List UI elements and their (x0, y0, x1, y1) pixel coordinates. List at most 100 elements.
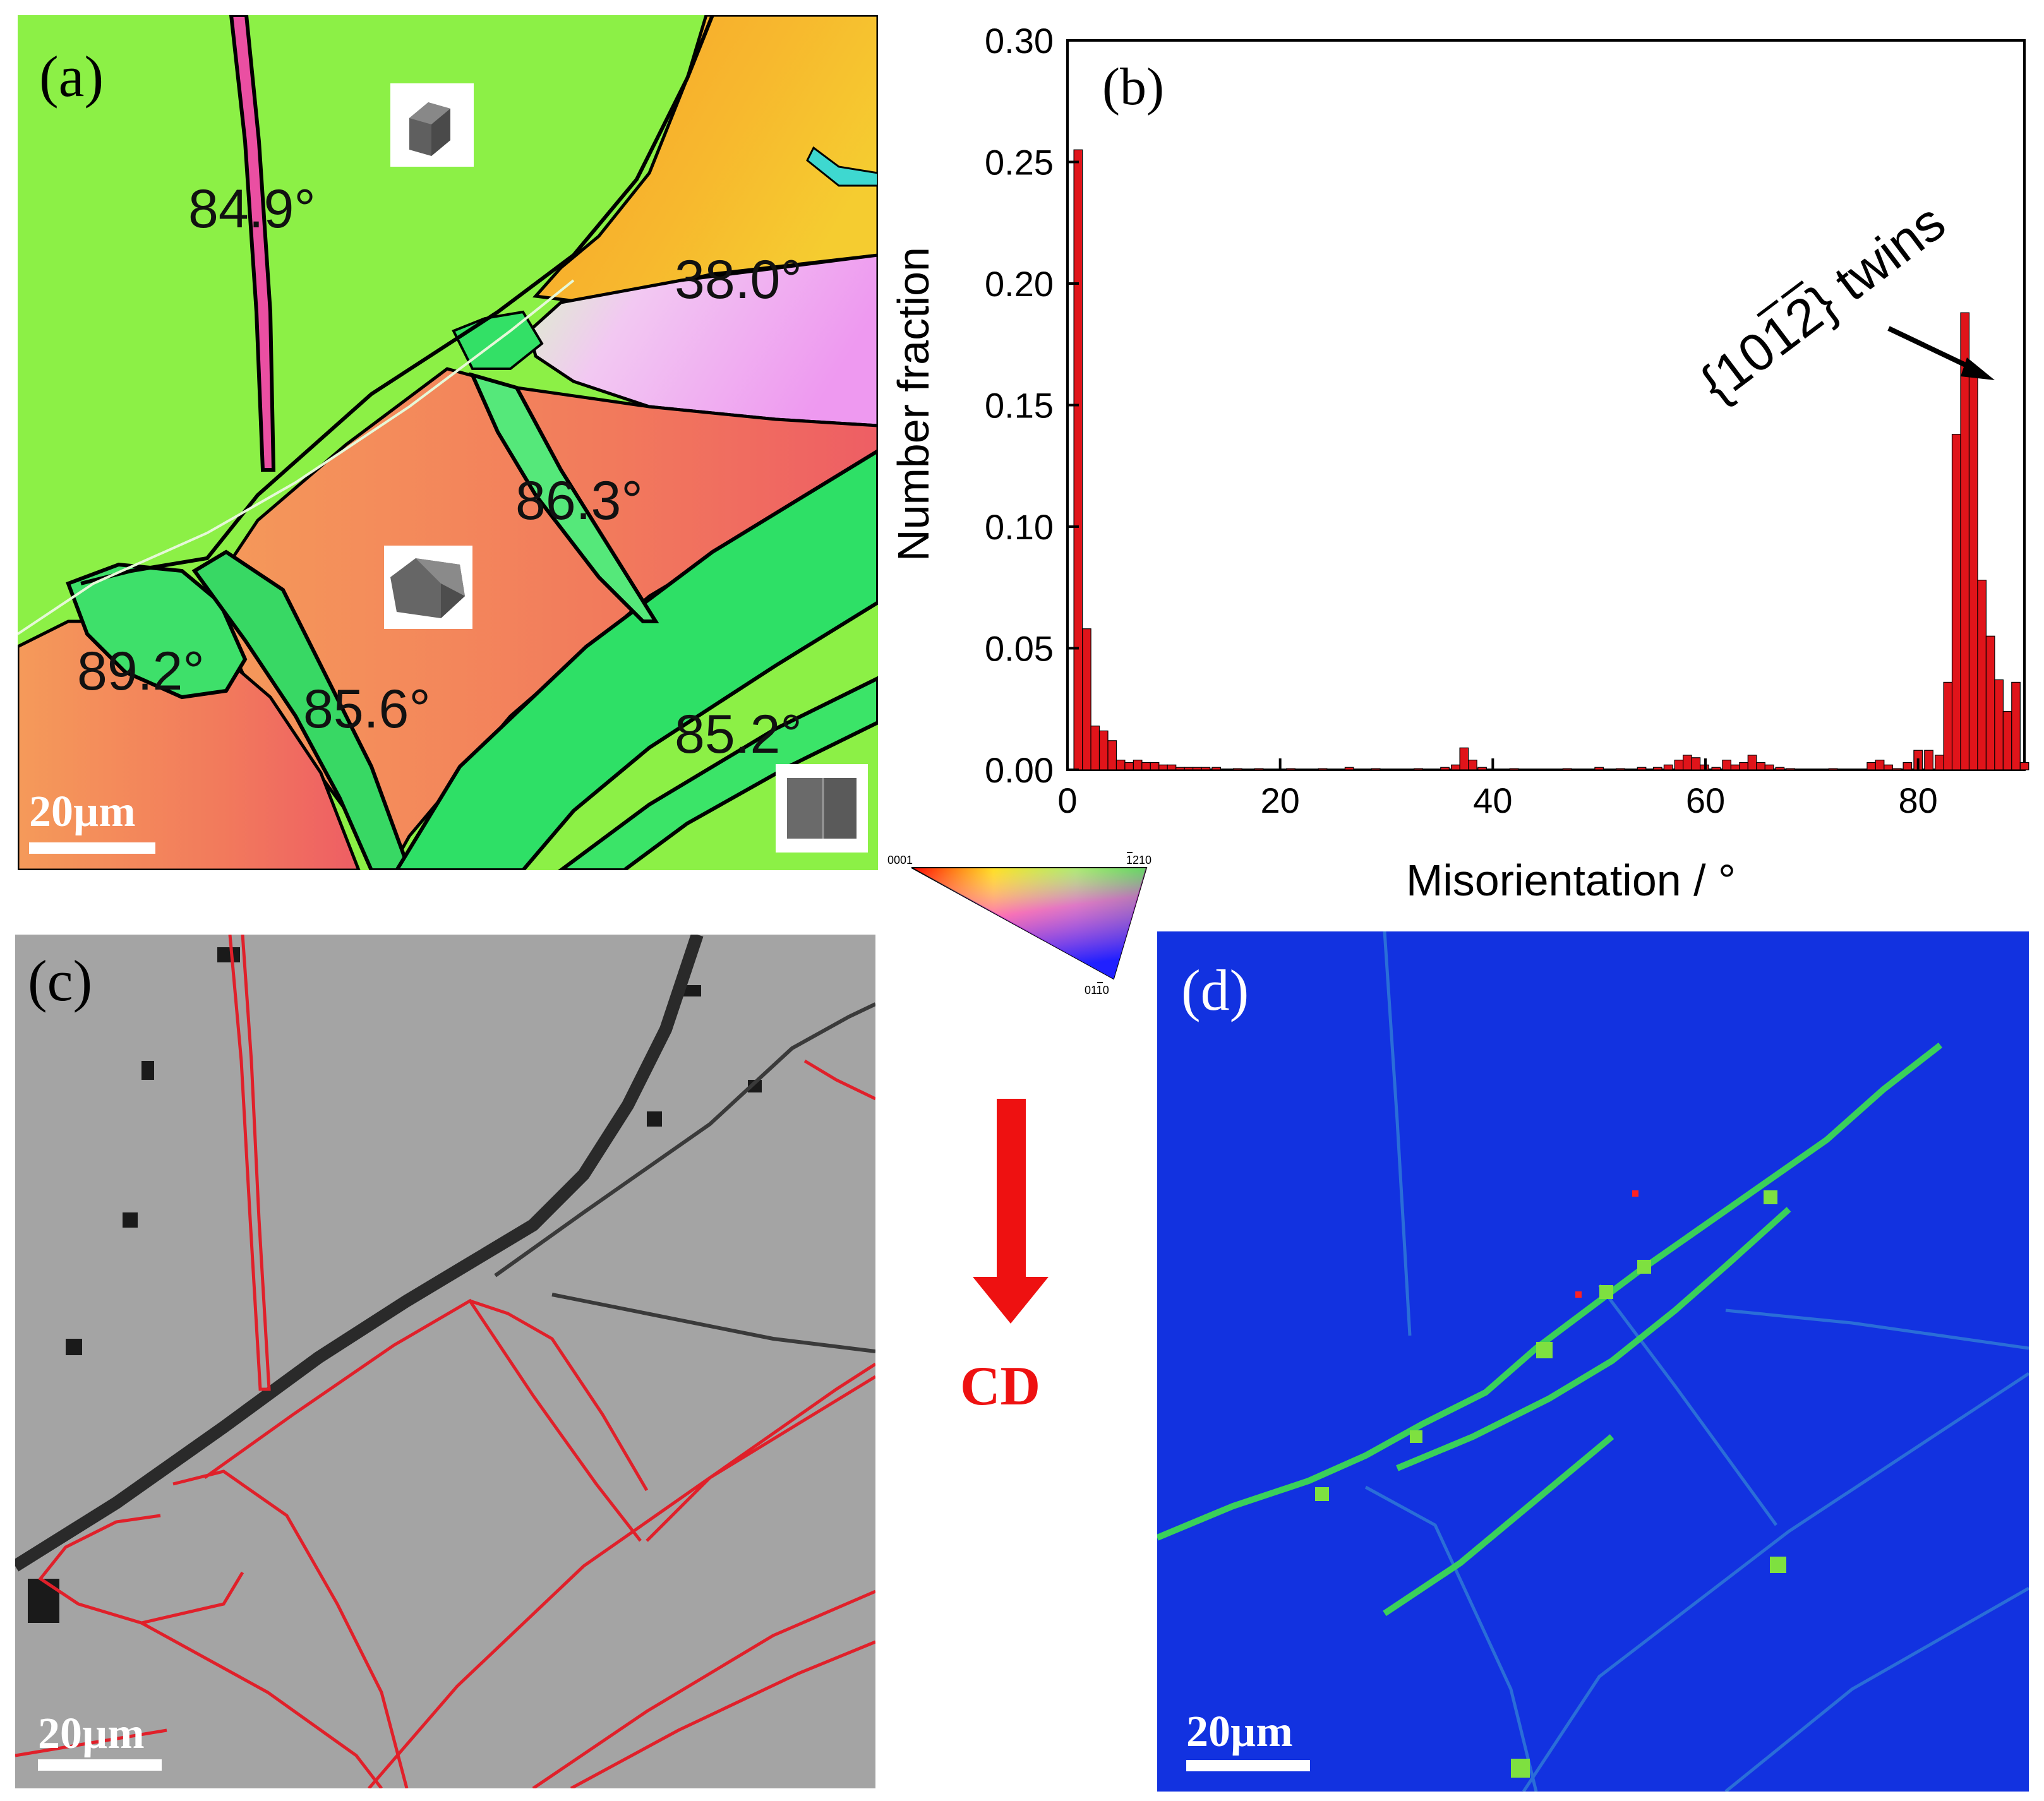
twin-boundary-2 (172, 1469, 409, 1788)
faint-boundary-6 (1725, 1308, 2029, 1350)
histogram-bar (1691, 757, 1701, 770)
histogram-bar (1098, 730, 1109, 770)
scale-bar-label: 20µm (29, 787, 136, 836)
y-axis-title: Number fraction (889, 247, 938, 561)
x-tick-label: 60 (1686, 781, 1725, 820)
histogram-bar (1674, 759, 1684, 770)
twin-boundary-10 (803, 1059, 875, 1101)
histogram-bar (1994, 679, 2004, 770)
faint-boundary-3 (1522, 1372, 2029, 1792)
histogram-bar (1775, 767, 1785, 770)
histogram-bar (1652, 767, 1662, 770)
histogram-bar (1286, 768, 1296, 770)
crystal-orientation-cube-1 (390, 83, 474, 167)
histogram-bar (1158, 764, 1168, 770)
x-tick-label: 20 (1261, 781, 1300, 820)
panel-d-label: (d) (1181, 958, 1249, 1022)
twin-boundary-12 (469, 1299, 649, 1492)
histogram-bar (1739, 762, 1749, 770)
panel-a-label: (a) (39, 44, 104, 109)
dark-grain-boundary-right (494, 1002, 875, 1277)
ipf-corner-1210: 1210 (1126, 854, 1151, 866)
angle-label-4: 89.2° (77, 641, 205, 702)
histogram-bar (1562, 768, 1572, 770)
histogram-bar (1924, 750, 1933, 770)
ipf-triangle: 0001 1210 0110 (887, 852, 1151, 996)
panel-c-iq-map: (c) 20µm (15, 935, 875, 1788)
angle-label-3: 86.3° (515, 470, 643, 531)
twin-boundary-6 (368, 1375, 875, 1788)
cd-arrow (973, 1099, 1049, 1324)
overbar-1 (1756, 299, 1779, 318)
histogram-bar (1477, 767, 1487, 770)
histogram-bar (1090, 726, 1100, 770)
histogram-bar (1682, 755, 1692, 770)
histogram-bar (1637, 767, 1647, 770)
histogram-bar (1073, 149, 1083, 770)
histogram-bar (1115, 759, 1126, 770)
histogram-bar (1943, 681, 1953, 770)
twins-annotation-arrowhead (1961, 357, 1995, 380)
histogram-bar (1968, 375, 1978, 770)
histogram-bar (1459, 747, 1469, 770)
histogram-bar (1892, 768, 1902, 770)
grain-orange-upper-right (532, 15, 878, 304)
histogram-bar (1414, 768, 1423, 770)
histogram-bar (1318, 768, 1328, 770)
kam-band-lower (1383, 1434, 1614, 1617)
kam-hotspots (1315, 1190, 1786, 1778)
histogram-bar (1451, 764, 1460, 770)
histogram-bar (1903, 762, 1913, 770)
kam-band-secondary (1396, 1207, 1791, 1471)
histogram-bar (2019, 762, 2029, 770)
histogram-bar (1133, 759, 1143, 770)
histogram-bar (1167, 764, 1177, 770)
histogram-bar (1467, 759, 1477, 770)
histogram-bar (1934, 755, 1944, 770)
histogram-bar (1371, 768, 1381, 770)
histogram-bar (1951, 434, 1961, 770)
crystal-orientation-cube-2 (384, 546, 472, 629)
faint-boundary-5 (1598, 1284, 1778, 1526)
scale-bar (1186, 1760, 1310, 1771)
panel-b-label: (b) (1102, 57, 1164, 116)
histogram-bar (1440, 767, 1450, 770)
plot-frame (1066, 39, 2026, 771)
histogram-bar (1211, 767, 1222, 770)
kam-map-graphic (1157, 931, 2029, 1792)
angle-label-2: 38.0° (675, 249, 802, 310)
twin-green-band-1 (191, 549, 412, 870)
twins-annotation: {1012} twins (1689, 192, 1956, 414)
panel-b-misorientation-chart: 0 20 40 60 80 0.00 0.05 0.10 0.15 0.20 0.25 0.30 Nu… (878, 0, 2044, 903)
histogram-bar (1747, 755, 1757, 770)
x-tick-label: 40 (1473, 781, 1512, 820)
histogram-bar (1764, 764, 1774, 770)
iq-map-graphic (15, 935, 875, 1788)
y-tick-label: 0.00 (985, 750, 1054, 790)
kam-band-main (1157, 1043, 1943, 1541)
high-kam-bands (1157, 1043, 1943, 1617)
faint-boundaries (1364, 931, 2029, 1792)
x-axis-title: Misorientation / ° (1406, 856, 1736, 903)
twin-boundary-9 (646, 1362, 875, 1542)
y-tick-label: 0.15 (985, 386, 1054, 426)
kam-peak-points (1575, 1190, 1638, 1298)
histogram-bar (1985, 635, 1995, 770)
overbar-2 (1781, 280, 1804, 299)
histogram-bar (1615, 768, 1625, 770)
histogram-bar (1509, 768, 1519, 770)
boundary-diagonal (80, 15, 714, 585)
faint-boundary-4 (1724, 1586, 2029, 1792)
histogram-bar (1884, 764, 1893, 770)
histogram-bar (2011, 681, 2021, 770)
scale-bar (29, 842, 155, 854)
histogram-chart: 0 20 40 60 80 0.00 0.05 0.10 0.15 0.20 0.25 0.30 Nu… (889, 21, 2029, 903)
y-tick-label: 0.25 (985, 143, 1054, 182)
twin-pink-narrow (229, 15, 276, 472)
histogram-bar (2002, 710, 2012, 770)
y-tick-label: 0.10 (985, 507, 1054, 547)
histogram-bar (1867, 762, 1877, 770)
cd-arrow-head (973, 1277, 1049, 1324)
histogram-bar (1663, 764, 1673, 770)
histogram-bar (1201, 767, 1211, 770)
